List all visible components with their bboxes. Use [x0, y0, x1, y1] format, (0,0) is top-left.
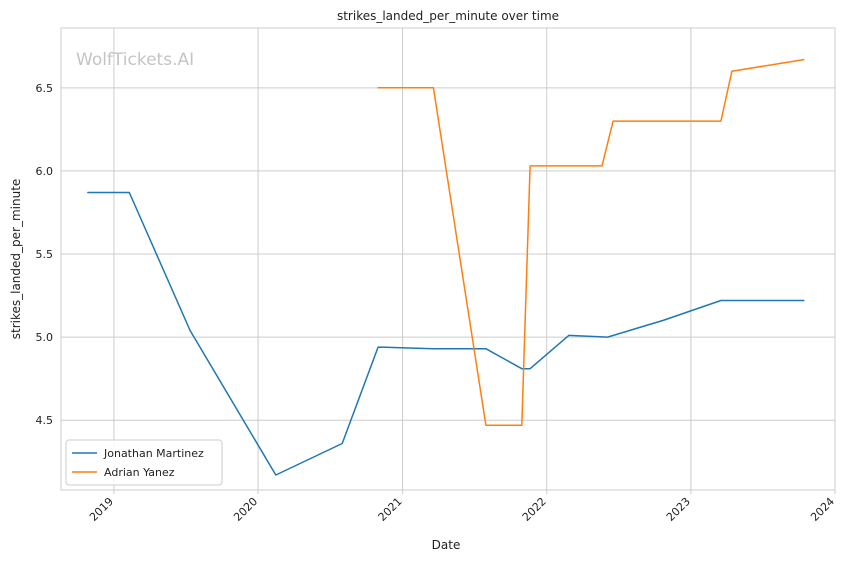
y-tick-label: 6.0	[36, 165, 54, 178]
y-axis-label: strikes_landed_per_minute	[9, 179, 23, 340]
legend-label-jonathan-martinez: Jonathan Martinez	[103, 447, 204, 460]
plot-background	[61, 28, 835, 490]
legend-label-adrian-yanez: Adrian Yanez	[104, 466, 175, 479]
x-tick-label: 2021	[376, 495, 405, 524]
legend: Jonathan Martinez Adrian Yanez	[65, 439, 223, 486]
x-tick-label: 2020	[231, 495, 260, 524]
x-axis-label: Date	[432, 538, 461, 552]
legend-box	[65, 439, 223, 486]
watermark: WolfTickets.AI	[76, 50, 194, 70]
x-tick-label: 2022	[520, 495, 549, 524]
series-line-adrian-yanez	[377, 58, 805, 426]
series-group	[87, 58, 805, 476]
y-tick-label: 6.5	[36, 82, 54, 95]
y-tick-label: 5.5	[36, 248, 54, 261]
x-tick-label: 2019	[87, 495, 116, 524]
x-tick-label: 2023	[664, 495, 693, 524]
y-tick-label: 5.0	[36, 331, 54, 344]
x-tick-label: 2024	[808, 495, 837, 524]
y-tick-label: 4.5	[36, 414, 54, 427]
series-line-jonathan-martinez	[87, 191, 805, 476]
chart-title: strikes_landed_per_minute over time	[337, 9, 559, 23]
plot-frame	[60, 27, 836, 491]
